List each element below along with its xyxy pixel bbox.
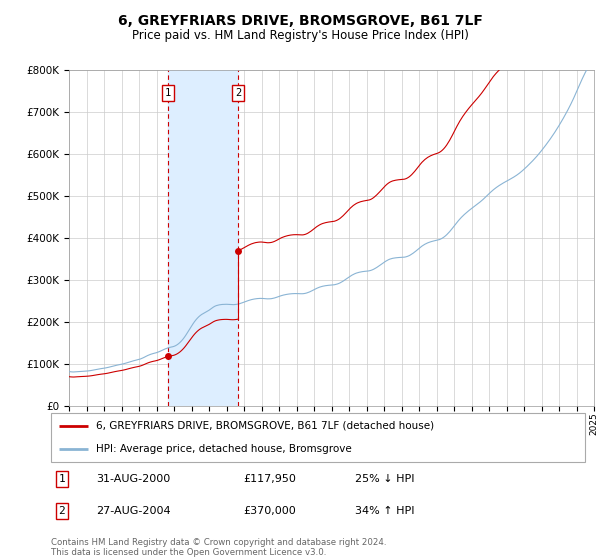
Text: 6, GREYFRIARS DRIVE, BROMSGROVE, B61 7LF (detached house): 6, GREYFRIARS DRIVE, BROMSGROVE, B61 7LF… bbox=[97, 421, 434, 431]
Text: HPI: Average price, detached house, Bromsgrove: HPI: Average price, detached house, Brom… bbox=[97, 444, 352, 454]
Text: 2: 2 bbox=[58, 506, 65, 516]
Text: 1: 1 bbox=[58, 474, 65, 484]
Text: Contains HM Land Registry data © Crown copyright and database right 2024.
This d: Contains HM Land Registry data © Crown c… bbox=[51, 538, 386, 557]
Text: 27-AUG-2004: 27-AUG-2004 bbox=[97, 506, 171, 516]
Text: £117,950: £117,950 bbox=[243, 474, 296, 484]
Text: 2: 2 bbox=[235, 88, 241, 98]
Text: 25% ↓ HPI: 25% ↓ HPI bbox=[355, 474, 415, 484]
Text: 31-AUG-2000: 31-AUG-2000 bbox=[97, 474, 170, 484]
FancyBboxPatch shape bbox=[51, 413, 585, 462]
Text: 34% ↑ HPI: 34% ↑ HPI bbox=[355, 506, 415, 516]
Text: 6, GREYFRIARS DRIVE, BROMSGROVE, B61 7LF: 6, GREYFRIARS DRIVE, BROMSGROVE, B61 7LF bbox=[118, 14, 482, 28]
Text: Price paid vs. HM Land Registry's House Price Index (HPI): Price paid vs. HM Land Registry's House … bbox=[131, 29, 469, 42]
Text: £370,000: £370,000 bbox=[243, 506, 296, 516]
Bar bbox=[168, 70, 238, 406]
Text: 1: 1 bbox=[165, 88, 171, 98]
